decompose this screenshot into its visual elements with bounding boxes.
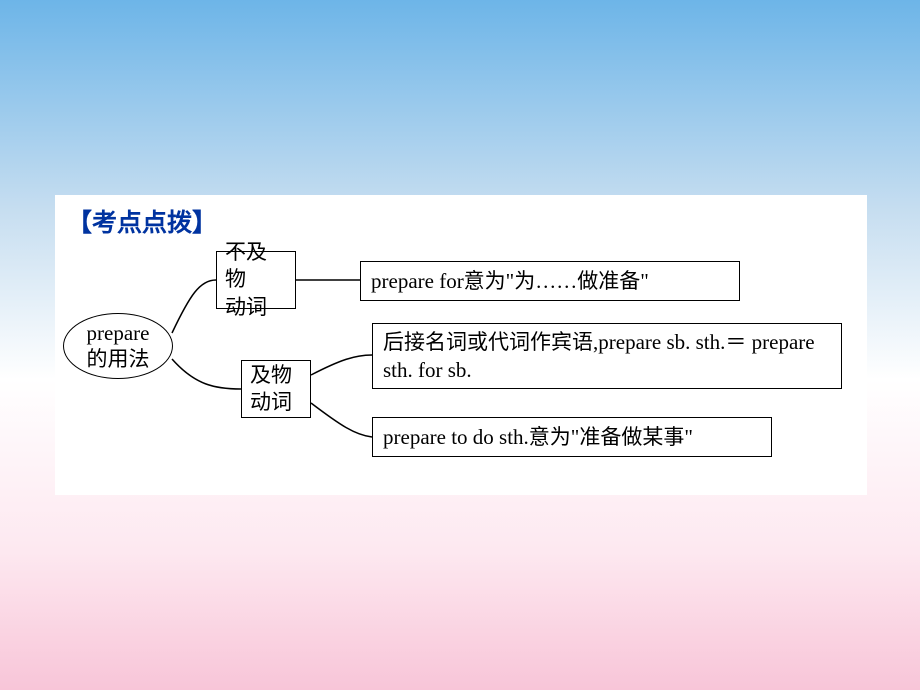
leaf-text: prepare for意为"为……做准备" [371,267,649,295]
leaf-prepare-to-do: prepare to do sth.意为"准备做某事" [372,417,772,457]
leaf-text: 后接名词或代词作宾语,prepare sb. sth.＝ prepare sth… [383,328,831,385]
leaf-prepare-for: prepare for意为"为……做准备" [360,261,740,301]
leaf-prepare-sb-sth: 后接名词或代词作宾语,prepare sb. sth.＝ prepare sth… [372,323,842,389]
branch-label-line1: 及物 [250,362,302,389]
branch-node-transitive: 及物 动词 [241,360,311,418]
branch-label-line1: 不及物 [225,239,287,294]
root-node: prepare 的用法 [63,313,173,379]
root-line1: prepare [87,320,150,346]
section-heading: 【考点点拨】 [67,203,217,239]
leaf-text: prepare to do sth.意为"准备做某事" [383,423,693,451]
branch-label-line2: 动词 [225,294,287,321]
branch-node-intransitive: 不及物 动词 [216,251,296,309]
content-panel: 【考点点拨】 prepare 的用法 不及物 动词 prepare for意为"… [55,195,867,495]
root-line2: 的用法 [87,346,150,372]
branch-label-line2: 动词 [250,389,302,416]
